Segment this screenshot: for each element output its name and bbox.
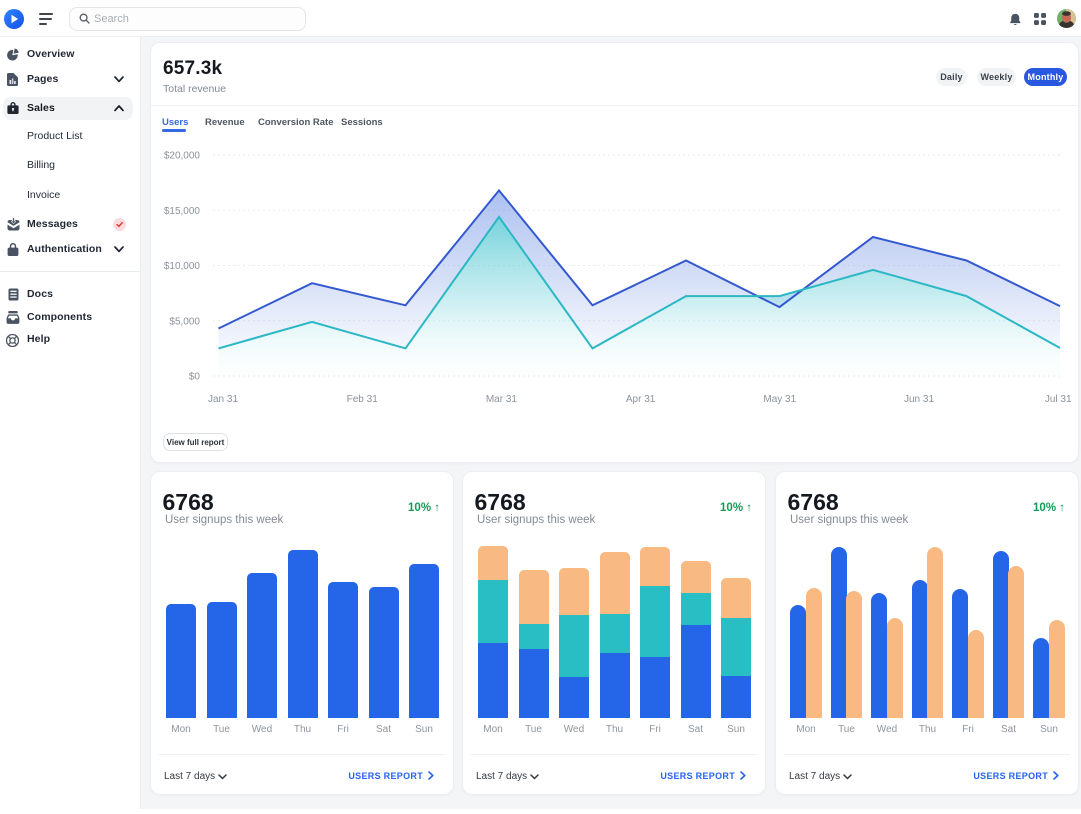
svg-text:$5,000: $5,000 [169, 316, 200, 327]
svg-text:Jun 31: Jun 31 [904, 394, 934, 405]
svg-text:$10,000: $10,000 [164, 261, 201, 272]
svg-text:Feb 31: Feb 31 [347, 394, 379, 405]
svg-text:May 31: May 31 [763, 394, 796, 405]
svg-text:Jan 31: Jan 31 [208, 394, 238, 405]
svg-text:$20,000: $20,000 [164, 151, 201, 162]
svg-text:Mar 31: Mar 31 [486, 394, 518, 405]
svg-text:Jul 31: Jul 31 [1045, 394, 1072, 405]
svg-text:$0: $0 [189, 372, 201, 383]
svg-text:Apr 31: Apr 31 [626, 394, 656, 405]
svg-text:$15,000: $15,000 [164, 206, 201, 217]
